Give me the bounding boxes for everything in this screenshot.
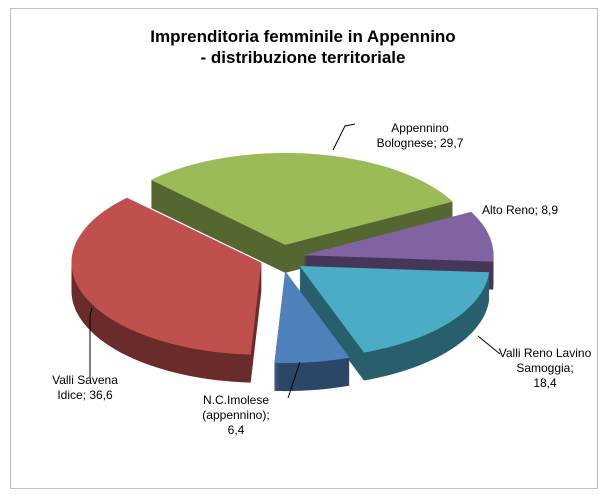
text-line: Valli Reno Lavino [499, 346, 592, 360]
data-label: Alto Reno; 8,9 [482, 203, 558, 217]
leader-line [287, 361, 301, 399]
data-label: Valli Reno Lavino Samoggia; 18,4 [499, 346, 592, 390]
data-labels: Appennino Bolognese; 29,7 Alto Reno; 8,9 Va… [52, 121, 591, 437]
text-line: Appennino [391, 121, 449, 135]
leader-line [477, 335, 501, 355]
text-line: Imprenditoria femminile in Appennino [150, 27, 455, 46]
text-line: Alto Reno; 8,9 [482, 203, 558, 217]
leader-line [89, 307, 93, 378]
slice [71, 197, 262, 355]
text-line: 6,4 [228, 423, 245, 437]
data-label: Valli Savena Idice; 36,6 [52, 373, 118, 402]
text-line: - distribuzione territoriale [201, 48, 406, 67]
slice [299, 266, 490, 353]
text-line: (appennino); [202, 408, 269, 422]
chart-title: Imprenditoria femminile in Appennino - di… [150, 27, 455, 67]
pie [71, 153, 494, 392]
text-line: N.C.Imolese [203, 393, 269, 407]
text-line: 18,4 [533, 376, 557, 390]
leader-line [332, 123, 356, 151]
data-label: Appennino Bolognese; 29,7 [377, 121, 464, 150]
data-label: N.C.Imolese (appennino); 6,4 [202, 393, 269, 437]
text-line: Idice; 36,6 [57, 388, 113, 402]
slice [303, 211, 494, 262]
text-line: Valli Savena [52, 373, 118, 387]
leader-lines [89, 123, 501, 399]
text-line: Bolognese; 29,7 [377, 136, 464, 150]
text-line: Samoggia; [516, 361, 573, 375]
slice [150, 153, 453, 245]
slice [274, 271, 350, 364]
